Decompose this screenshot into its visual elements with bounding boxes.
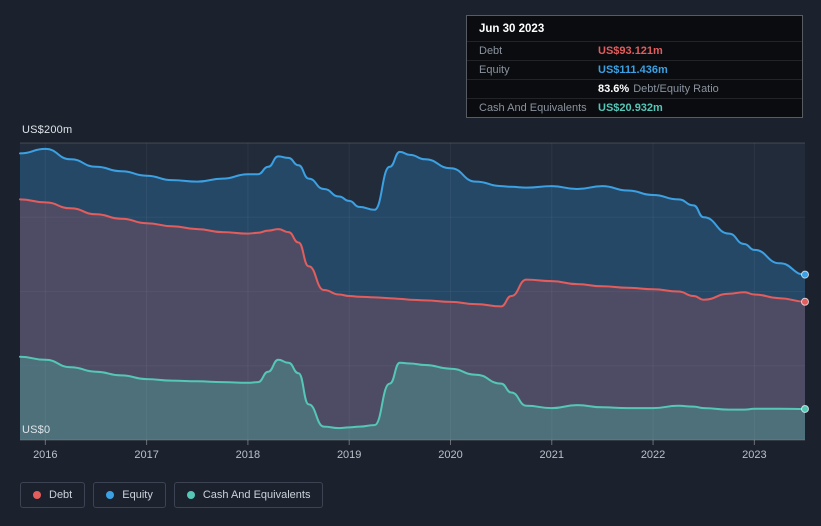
tooltip-ratio-label: Debt/Equity Ratio (633, 83, 719, 95)
tooltip-debt-label: Debt (479, 45, 503, 57)
legend-item-equity[interactable]: Equity (93, 482, 166, 508)
tooltip-cash-row: Cash And Equivalents US$20.932m (467, 98, 802, 117)
y-axis-label-top: US$200m (22, 124, 73, 136)
equity-series-dot-icon (106, 491, 115, 499)
chart-legend: Debt Equity Cash And Equivalents (20, 482, 324, 508)
legend-item-debt[interactable]: Debt (20, 482, 86, 508)
tooltip-equity-value: US$111.436m (598, 64, 668, 76)
y-axis-label-bottom: US$0 (22, 424, 51, 436)
legend-item-cash[interactable]: Cash And Equivalents (173, 482, 324, 508)
tooltip-cash-label: Cash And Equivalents (479, 102, 587, 114)
tooltip-equity-label: Equity (479, 64, 510, 76)
tooltip-ratio-row: 83.6% Debt/Equity Ratio (467, 79, 802, 98)
tooltip-debt-row: Debt US$93.121m (467, 41, 802, 60)
tooltip-ratio-percent: 83.6% (598, 83, 630, 95)
tooltip-ratio-value: 83.6% Debt/Equity Ratio (598, 83, 719, 95)
tooltip-cash-value: US$20.932m (598, 102, 663, 114)
legend-label-debt: Debt (49, 489, 73, 501)
legend-label-equity: Equity (122, 489, 153, 501)
tooltip-date: Jun 30 2023 (479, 23, 545, 35)
tooltip-debt-value: US$93.121m (598, 45, 663, 57)
cash-series-dot-icon (186, 491, 195, 499)
chart-tooltip: Jun 30 2023 Debt US$93.121m Equity US$11… (466, 15, 803, 118)
debt-series-dot-icon (33, 491, 41, 499)
legend-label-cash: Cash And Equivalents (202, 489, 311, 501)
tooltip-equity-row: Equity US$111.436m (467, 60, 802, 79)
